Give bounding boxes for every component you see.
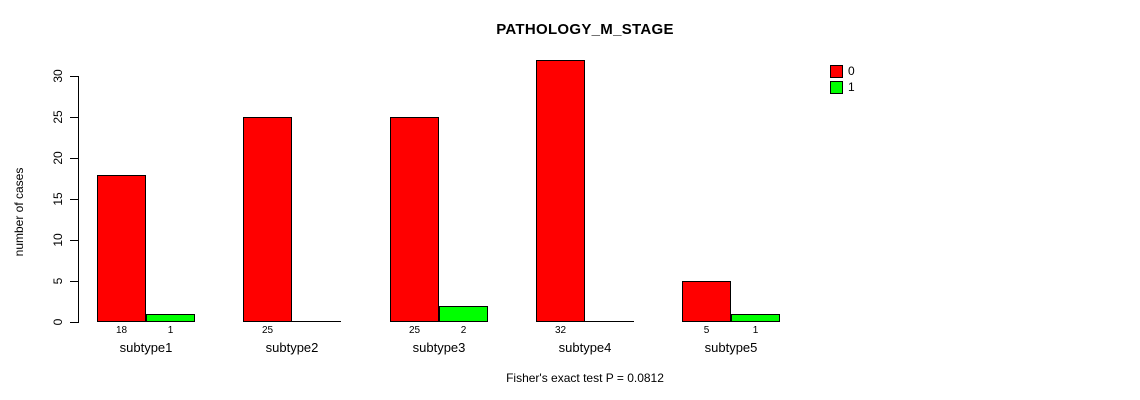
bar-s0-subtype5 [682,281,731,322]
bar-s1-subtype1 [146,314,195,322]
x-category-label: subtype5 [704,340,758,355]
y-axis-line [78,76,79,323]
bar-s0-subtype1 [97,175,146,322]
legend: 0 1 [830,63,855,95]
y-tick-label: 5 [51,277,65,285]
annotation-fisher-test: Fisher's exact test P = 0.0812 [506,371,664,385]
bar-value-label: 1 [167,325,174,336]
legend-swatch-green [830,80,843,94]
y-tick-label: 30 [51,69,65,83]
bar-value-label: 32 [554,325,567,336]
zero-bar-s1-subtype4 [585,321,634,322]
bar-value-label: 25 [408,325,421,336]
y-axis-title: number of cases [12,167,26,257]
x-category-label: subtype3 [412,340,466,355]
y-tick-label: 0 [51,318,65,326]
bar-s0-subtype3 [390,117,439,322]
bar-value-label: 2 [460,325,467,336]
y-tick-label: 20 [51,151,65,165]
bar-value-label: 5 [703,325,710,336]
bar-s0-subtype2 [243,117,292,322]
legend-label-0: 0 [848,64,855,78]
legend-item-0: 0 [830,63,855,79]
y-tick-label: 15 [51,192,65,206]
y-tick-label: 10 [51,233,65,247]
legend-item-1: 1 [830,79,855,95]
x-category-label: subtype1 [119,340,173,355]
y-tick-mark [70,281,78,282]
y-tick-mark [70,199,78,200]
x-category-label: subtype4 [558,340,612,355]
bar-s1-subtype3 [439,306,488,322]
legend-swatch-red [830,64,843,78]
x-category-label: subtype2 [265,340,319,355]
bar-s1-subtype5 [731,314,780,322]
zero-bar-s1-subtype2 [292,321,341,322]
bar-value-label: 25 [261,325,274,336]
bar-value-label: 1 [752,325,759,336]
y-tick-mark [70,76,78,77]
bar-s0-subtype4 [536,60,585,322]
y-tick-mark [70,322,78,323]
legend-label-1: 1 [848,80,855,94]
bar-value-label: 18 [115,325,128,336]
y-tick-mark [70,158,78,159]
chart-title: PATHOLOGY_M_STAGE [496,21,674,38]
y-tick-label: 25 [51,110,65,124]
y-tick-mark [70,240,78,241]
y-tick-mark [70,117,78,118]
